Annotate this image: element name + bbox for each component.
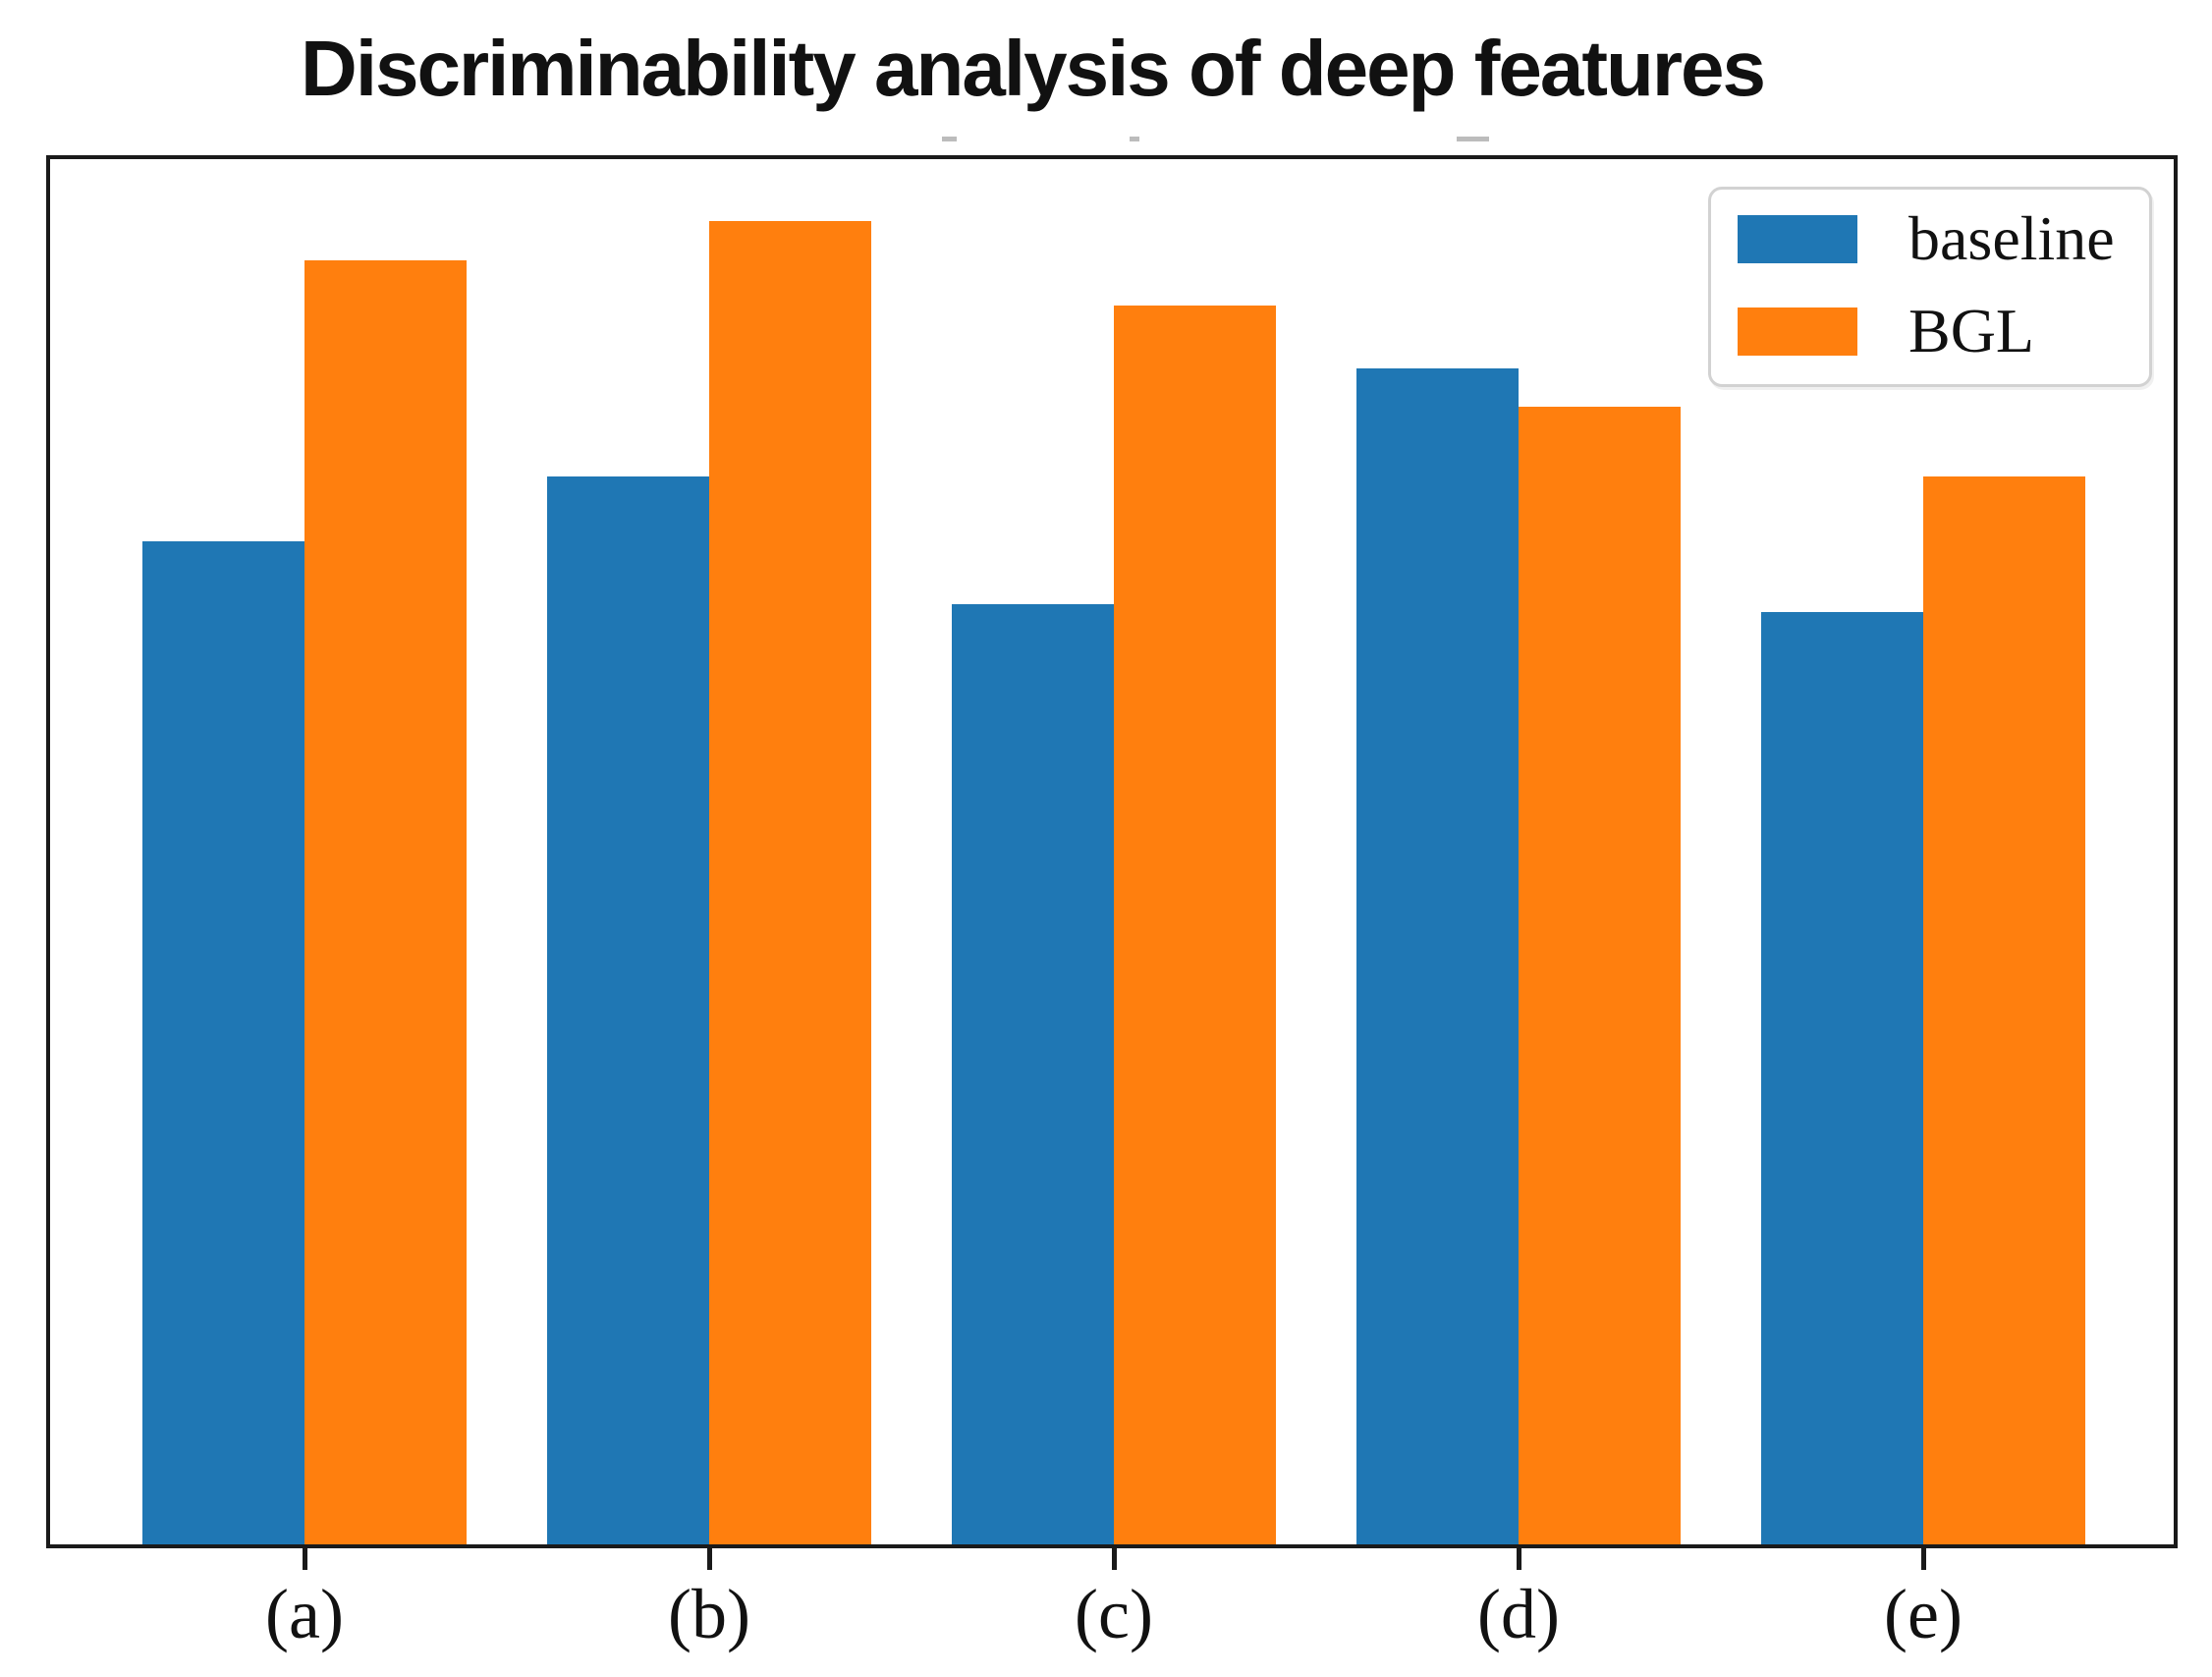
x-axis-tick bbox=[707, 1548, 712, 1570]
legend-swatch-baseline bbox=[1738, 214, 1857, 263]
legend: baseline BGL bbox=[1708, 187, 2152, 387]
bar-baseline-a bbox=[142, 541, 304, 1544]
legend-item-baseline: baseline bbox=[1738, 193, 2149, 285]
x-tick-label: (b) bbox=[668, 1575, 750, 1653]
legend-swatch-bgl bbox=[1738, 307, 1857, 356]
x-tick-label: (c) bbox=[1075, 1575, 1153, 1653]
bars-container bbox=[50, 159, 2174, 1544]
bar-baseline-e bbox=[1761, 612, 1923, 1544]
x-tick-label: (d) bbox=[1477, 1575, 1560, 1653]
x-tick-label: (e) bbox=[1884, 1575, 1963, 1653]
legend-label-bgl: BGL bbox=[1908, 296, 2034, 365]
x-axis-tick bbox=[1921, 1548, 1926, 1570]
bar-baseline-d bbox=[1356, 368, 1519, 1544]
bar-baseline-b bbox=[547, 476, 709, 1544]
x-tick-label: (a) bbox=[265, 1575, 344, 1653]
bar-BGL-e bbox=[1923, 476, 2085, 1544]
crop-artifact-dash bbox=[942, 137, 957, 141]
bar-BGL-a bbox=[304, 260, 467, 1544]
legend-item-bgl: BGL bbox=[1738, 285, 2149, 377]
crop-artifact-dash bbox=[1457, 137, 1489, 141]
bar-BGL-d bbox=[1519, 407, 1681, 1544]
plot-area: baseline BGL bbox=[46, 155, 2178, 1548]
bar-baseline-c bbox=[952, 604, 1114, 1544]
chart-title: Discriminability analysis of deep featur… bbox=[301, 25, 1766, 112]
x-axis-tick bbox=[303, 1548, 307, 1570]
legend-label-baseline: baseline bbox=[1908, 203, 2115, 273]
crop-artifact-dash bbox=[1130, 137, 1139, 141]
bar-BGL-b bbox=[709, 221, 871, 1544]
bar-BGL-c bbox=[1114, 306, 1276, 1544]
x-axis-tick bbox=[1112, 1548, 1117, 1570]
x-axis-tick bbox=[1517, 1548, 1521, 1570]
